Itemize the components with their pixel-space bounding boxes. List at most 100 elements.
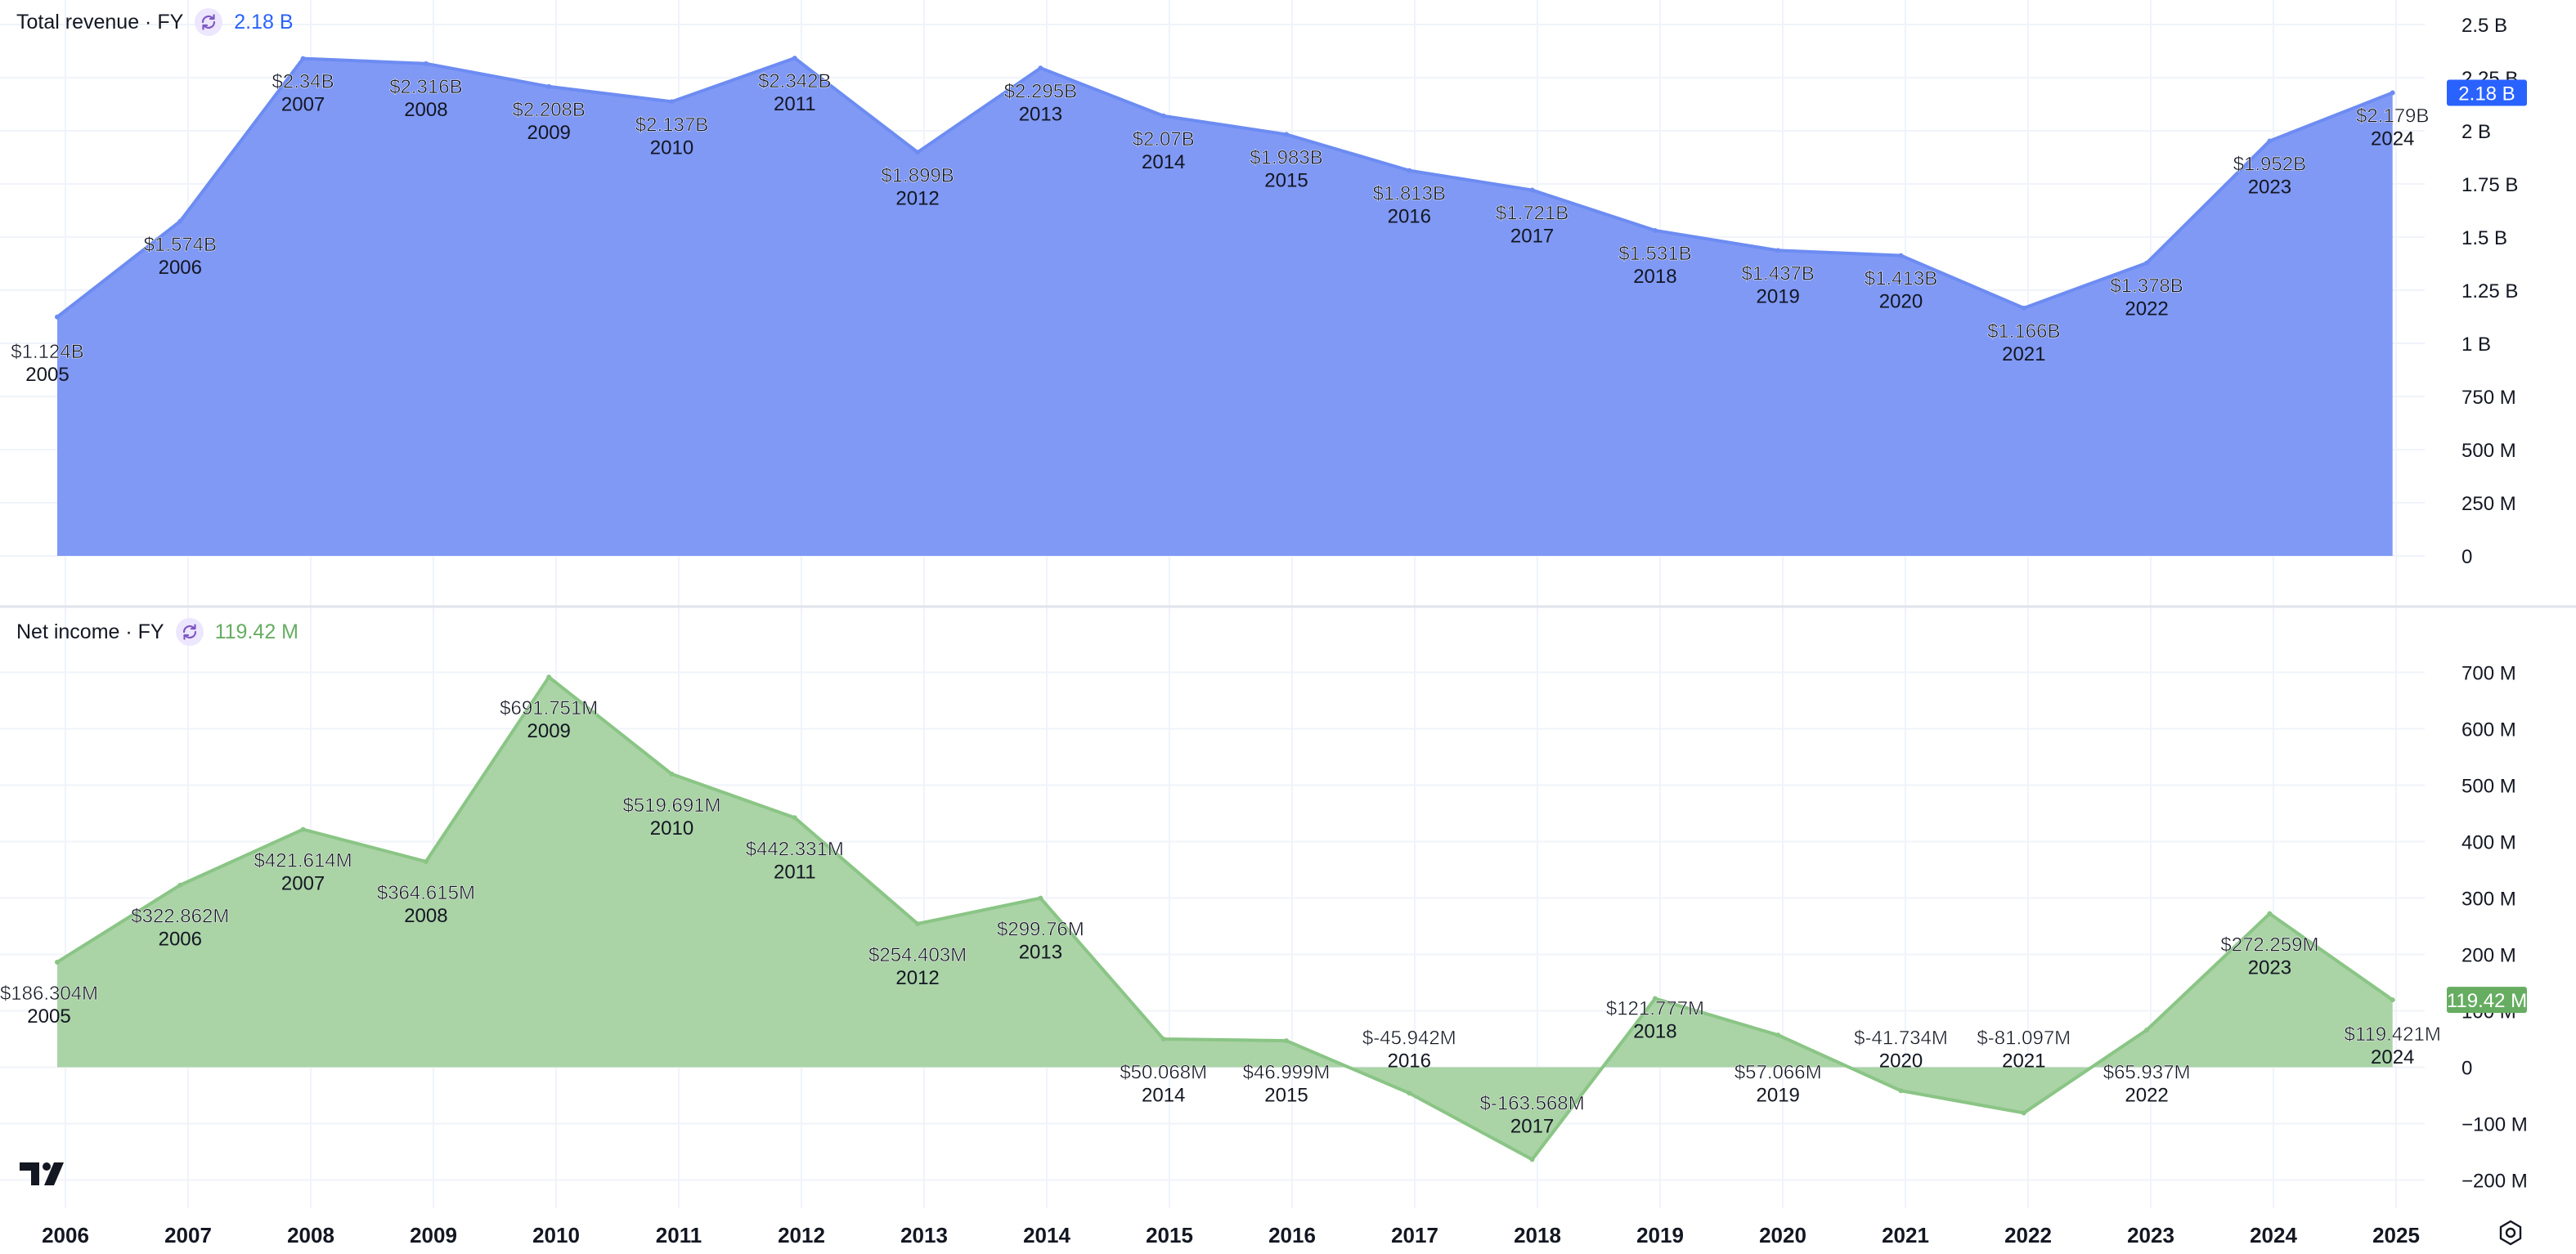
data-label-year: 2022 bbox=[2125, 298, 2168, 320]
data-point[interactable] bbox=[300, 826, 306, 832]
data-point[interactable] bbox=[546, 674, 552, 680]
data-label-year: 2016 bbox=[1388, 1050, 1431, 1073]
data-point[interactable] bbox=[792, 815, 797, 821]
series-line[interactable] bbox=[56, 56, 2394, 319]
data-point[interactable] bbox=[1160, 1036, 1166, 1041]
data-label: $299.76M bbox=[997, 919, 1084, 941]
data-label-year: 2023 bbox=[2248, 957, 2291, 979]
data-label-year: 2013 bbox=[1019, 942, 1062, 964]
data-label: $2.208B bbox=[512, 99, 585, 121]
data-label: $2.07B bbox=[1133, 128, 1195, 150]
series-line[interactable] bbox=[56, 675, 2394, 1162]
last-value-badge bbox=[2447, 987, 2527, 1014]
data-label-year: 2017 bbox=[1510, 226, 1554, 248]
tradingview-logo-icon[interactable] bbox=[20, 1159, 72, 1189]
data-point[interactable] bbox=[300, 56, 306, 61]
data-point[interactable] bbox=[2144, 260, 2150, 266]
data-point[interactable] bbox=[2144, 1028, 2150, 1033]
x-tick-label: 2012 bbox=[778, 1223, 825, 1247]
revenue-pane[interactable]: $1.124B2005$1.574B2006$2.34B2007$2.316B2… bbox=[11, 56, 2430, 556]
data-label: $519.691M bbox=[622, 795, 720, 817]
data-label: $2.179B bbox=[2356, 105, 2429, 127]
x-tick-label: 2013 bbox=[900, 1223, 948, 1247]
data-point[interactable] bbox=[1038, 895, 1043, 901]
data-label-year: 2005 bbox=[27, 1005, 70, 1028]
data-point[interactable] bbox=[1284, 132, 1289, 137]
data-label-year: 2020 bbox=[1879, 291, 1923, 313]
revenue-legend[interactable]: Total revenue · FY 2.18 B bbox=[16, 8, 294, 36]
data-point[interactable] bbox=[669, 771, 675, 777]
data-label: $50.068M bbox=[1120, 1062, 1207, 1084]
y-tick-label: 0 bbox=[2462, 546, 2472, 568]
data-point[interactable] bbox=[55, 959, 60, 965]
data-point[interactable] bbox=[1160, 113, 1166, 119]
data-point[interactable] bbox=[423, 60, 429, 66]
revenue-legend-value: 2.18 B bbox=[234, 10, 294, 34]
data-label: $1.124B bbox=[11, 341, 83, 363]
data-point[interactable] bbox=[1775, 248, 1781, 253]
data-point[interactable] bbox=[1284, 1038, 1289, 1044]
data-point[interactable] bbox=[915, 150, 921, 155]
data-label: $254.403M bbox=[868, 944, 967, 966]
data-label-year: 2013 bbox=[1019, 103, 1062, 125]
data-point[interactable] bbox=[1775, 1032, 1781, 1038]
data-label: $1.813B bbox=[1373, 183, 1446, 205]
data-point[interactable] bbox=[1529, 1157, 1535, 1162]
data-point[interactable] bbox=[177, 218, 183, 224]
x-tick-label: 2018 bbox=[1514, 1223, 1561, 1247]
data-point[interactable] bbox=[1652, 996, 1658, 1001]
data-point[interactable] bbox=[546, 83, 552, 89]
y-tick-label: 300 M bbox=[2462, 889, 2516, 911]
x-tick-label: 2023 bbox=[2127, 1223, 2174, 1247]
data-point[interactable] bbox=[2267, 911, 2273, 916]
data-label-year: 2020 bbox=[1879, 1050, 1923, 1073]
y-tick-label: 250 M bbox=[2462, 493, 2516, 515]
data-point[interactable] bbox=[1038, 65, 1043, 71]
data-label: $2.342B bbox=[758, 70, 831, 92]
data-point[interactable] bbox=[1898, 253, 1904, 258]
y-tick-label: 1.75 B bbox=[2462, 174, 2518, 196]
data-point[interactable] bbox=[2390, 90, 2395, 96]
data-point[interactable] bbox=[792, 56, 797, 61]
data-label: $364.615M bbox=[377, 882, 475, 904]
data-point[interactable] bbox=[1652, 227, 1658, 233]
y-tick-label: 600 M bbox=[2462, 719, 2516, 741]
data-point[interactable] bbox=[1407, 1091, 1412, 1096]
data-point[interactable] bbox=[915, 920, 921, 926]
data-point[interactable] bbox=[177, 882, 183, 888]
data-label-year: 2019 bbox=[1757, 1085, 1800, 1107]
data-label: $1.952B bbox=[2233, 153, 2306, 175]
data-point[interactable] bbox=[669, 99, 675, 105]
data-point[interactable] bbox=[55, 314, 60, 320]
settings-gear-icon[interactable] bbox=[2496, 1218, 2525, 1247]
x-tick-label: 2019 bbox=[1636, 1223, 1684, 1247]
data-point[interactable] bbox=[1898, 1088, 1904, 1094]
data-label: $65.937M bbox=[2103, 1062, 2191, 1084]
y-tick-label: 700 M bbox=[2462, 663, 2516, 685]
data-point[interactable] bbox=[2021, 305, 2026, 311]
data-label-year: 2008 bbox=[404, 99, 447, 121]
x-tick-label: 2010 bbox=[532, 1223, 580, 1247]
data-point[interactable] bbox=[1529, 187, 1535, 193]
data-label-year: 2019 bbox=[1757, 285, 1800, 307]
data-label-year: 2006 bbox=[159, 257, 202, 279]
data-point[interactable] bbox=[2267, 138, 2273, 144]
data-point[interactable] bbox=[2021, 1110, 2026, 1116]
data-label: $1.413B bbox=[1865, 268, 1937, 290]
x-tick-label: 2025 bbox=[2372, 1223, 2420, 1247]
sync-icon[interactable] bbox=[175, 618, 204, 646]
y-tick-label: 400 M bbox=[2462, 832, 2516, 854]
data-label-year: 2014 bbox=[1142, 151, 1185, 173]
data-point[interactable] bbox=[1407, 168, 1412, 173]
data-label-year: 2023 bbox=[2248, 176, 2291, 198]
data-label: $119.421M bbox=[2345, 1023, 2441, 1046]
data-point[interactable] bbox=[423, 858, 429, 864]
data-label-year: 2011 bbox=[774, 93, 816, 115]
last-value-badge-label: 119.42 M bbox=[2447, 990, 2527, 1012]
net-income-legend[interactable]: Net income · FY 119.42 M bbox=[16, 618, 298, 646]
sync-icon[interactable] bbox=[195, 8, 223, 36]
data-label-year: 2005 bbox=[25, 364, 69, 386]
data-point[interactable] bbox=[2390, 997, 2395, 1003]
